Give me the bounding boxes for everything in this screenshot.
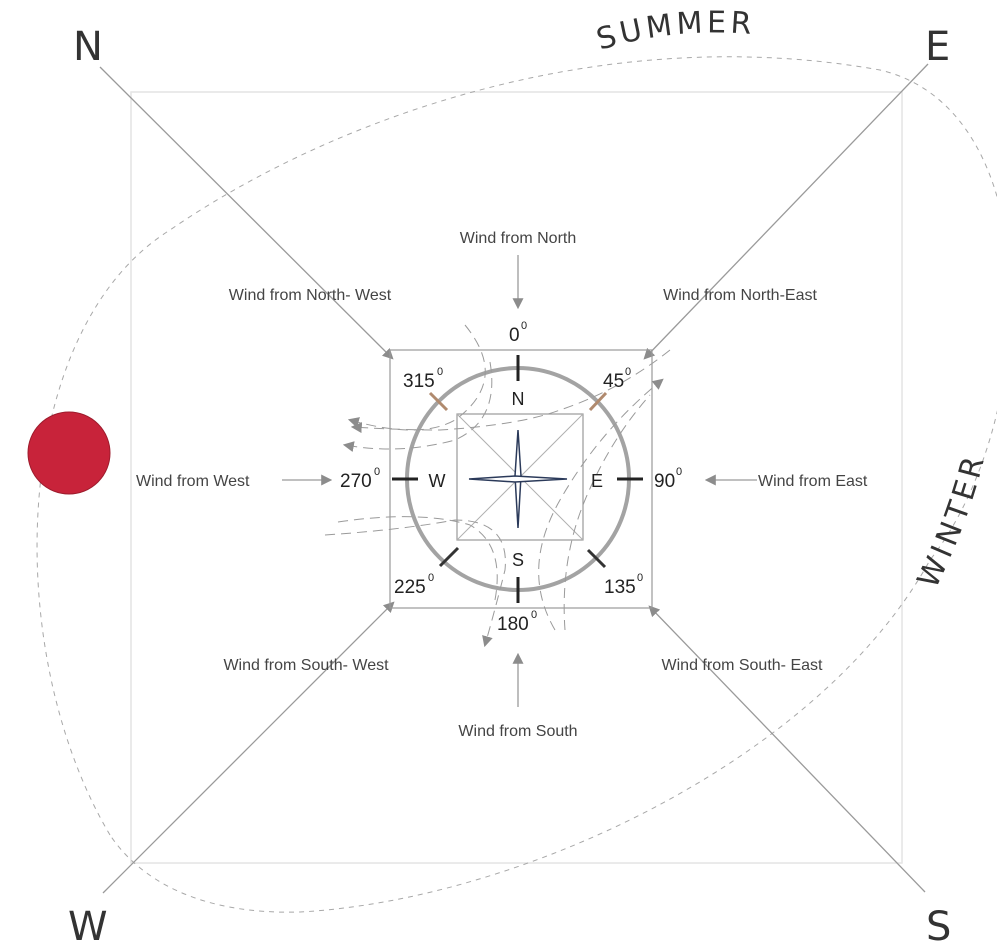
svg-text:0: 0 — [374, 466, 380, 478]
svg-text:315: 315 — [403, 371, 435, 392]
corner-label-east: E — [925, 24, 950, 70]
svg-text:0: 0 — [509, 325, 520, 346]
corner-label-south: S — [926, 904, 951, 945]
svg-text:0: 0 — [637, 572, 643, 584]
svg-text:0: 0 — [625, 366, 631, 378]
svg-text:0: 0 — [676, 466, 682, 478]
svg-text:0: 0 — [531, 609, 537, 621]
compass-ticks-diagonal-accent — [428, 391, 608, 412]
sun-icon — [27, 411, 111, 495]
wind-label-north-east: Wind from North-East — [663, 287, 817, 304]
svg-text:225: 225 — [394, 577, 426, 598]
svg-text:45: 45 — [603, 371, 624, 392]
svg-text:180: 180 — [497, 614, 529, 635]
degree-270: 270 0 — [340, 466, 380, 492]
compass-letter-s: S — [512, 550, 524, 570]
svg-text:135: 135 — [604, 577, 636, 598]
inner-square — [456, 413, 584, 541]
degree-45: 45 0 — [603, 366, 631, 392]
compass-letter-e: E — [591, 471, 603, 491]
diagonal-west — [102, 601, 395, 894]
wind-label-south-west: Wind from South- West — [223, 657, 389, 674]
degree-180: 180 0 — [497, 609, 537, 635]
season-summer: SUMMER — [593, 5, 757, 57]
wind-label-west: Wind from West — [136, 473, 250, 490]
svg-text:0: 0 — [437, 366, 443, 378]
compass-letter-w: W — [429, 471, 446, 491]
compass-needle — [468, 429, 568, 529]
svg-text:0: 0 — [521, 320, 527, 332]
wind-label-east: Wind from East — [758, 473, 868, 490]
wind-label-south-east: Wind from South- East — [662, 657, 824, 674]
degree-0: 0 0 — [509, 320, 527, 346]
degree-135: 135 0 — [604, 572, 643, 598]
diagonal-south — [648, 605, 926, 893]
svg-text:270: 270 — [340, 471, 372, 492]
degree-90: 90 0 — [654, 466, 682, 492]
svg-text:0: 0 — [428, 572, 434, 584]
diagonal-north — [99, 66, 394, 360]
wind-label-south: Wind from South — [458, 723, 577, 740]
corner-label-north: N — [73, 24, 103, 70]
diagonal-east — [643, 63, 929, 360]
wind-label-north-west: Wind from North- West — [229, 287, 392, 304]
middle-square — [389, 349, 653, 609]
svg-text:90: 90 — [654, 471, 675, 492]
wind-label-north: Wind from North — [460, 230, 576, 247]
corner-label-west: W — [68, 904, 108, 945]
wind-flow-lines — [324, 324, 671, 648]
compass-ticks — [392, 355, 643, 603]
season-winter: WINTER — [911, 449, 993, 593]
degree-315: 315 0 — [403, 366, 443, 392]
outer-square — [130, 91, 903, 864]
compass-letter-n: N — [512, 389, 525, 409]
degree-225: 225 0 — [394, 572, 434, 598]
